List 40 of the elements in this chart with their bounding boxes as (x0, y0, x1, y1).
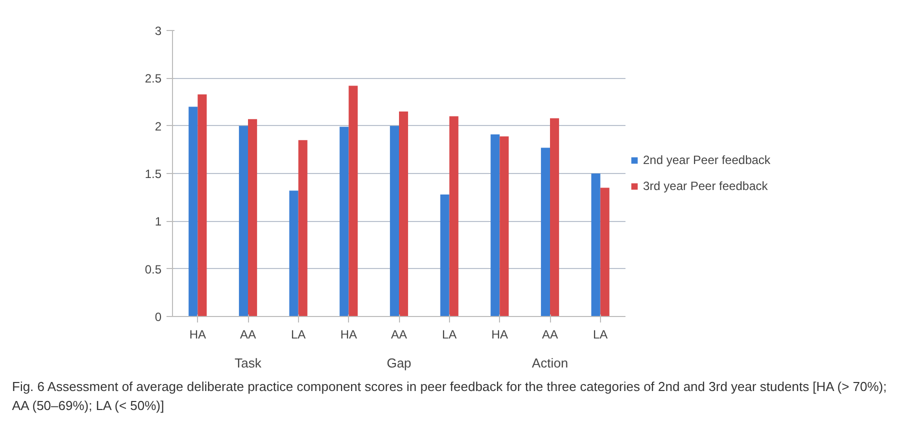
bar (238, 126, 248, 316)
bar (550, 118, 560, 316)
bar (340, 126, 349, 316)
y-tick-label: 2.5 (144, 72, 162, 86)
y-tick-label: 0 (154, 310, 162, 324)
x-tick-label: AA (542, 328, 558, 342)
text: Task (234, 356, 262, 370)
bar (490, 134, 500, 316)
y-tick-label: 1 (154, 214, 162, 229)
caption: Fig. 6 Assessment of average deliberate practice component scores in peer feedback for the three categories of 2nd and 3rd year students [HA (> 70%); AA (50–69%); LA (< 50%)] (12, 378, 888, 415)
x-tick-label: LA (592, 328, 608, 342)
bar (390, 126, 399, 316)
bar (440, 194, 450, 316)
x-tick-label: HA (189, 328, 206, 342)
bar (298, 140, 308, 316)
legend-label: 2nd year Peer feedback (643, 153, 770, 167)
x-tick-label: HA (491, 328, 508, 342)
y-tick-label: 3 (154, 24, 162, 38)
bar (500, 136, 509, 316)
y-tick-label: 0.5 (144, 262, 162, 276)
bar (289, 190, 298, 316)
text: Gap (386, 356, 412, 370)
x-tick-label: AA (390, 328, 408, 342)
y-tick-label: 2 (154, 119, 162, 134)
x-tick-label: LA (442, 328, 457, 342)
x-tick-label: HA (340, 328, 358, 342)
x-tick-label: LA (290, 328, 306, 342)
bar (591, 174, 600, 316)
bar (188, 106, 198, 316)
bar (449, 116, 458, 316)
bar (198, 94, 207, 316)
bar (348, 86, 358, 316)
bar (399, 112, 408, 316)
text: Action (532, 356, 568, 370)
y-tick-label: 1.5 (144, 167, 162, 181)
x-tick-label: AA (240, 328, 256, 342)
bar (248, 119, 258, 316)
bar (600, 188, 610, 316)
legend-label: 3rd year Peer feedback (643, 179, 768, 193)
bar (540, 148, 550, 316)
